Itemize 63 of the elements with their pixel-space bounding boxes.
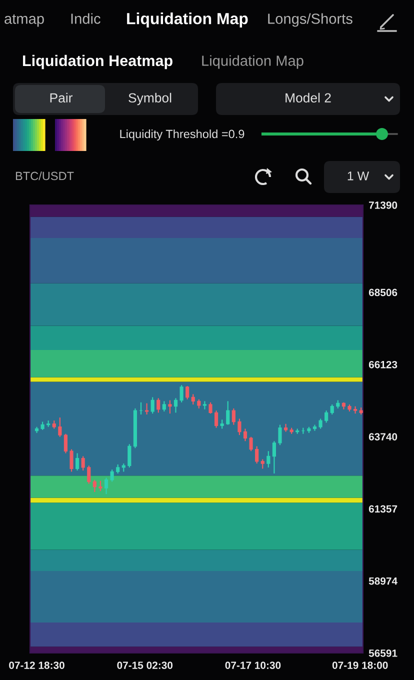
text: Liquidity Threshold =0.9 — [120, 130, 244, 140]
candlestick — [238, 418, 242, 436]
candlestick — [197, 398, 201, 409]
x-tick-label: 07-15 02:30 — [117, 662, 173, 669]
candlestick — [81, 456, 85, 472]
candlestick — [232, 408, 236, 426]
y-tick-label: 58974 — [368, 577, 398, 585]
text: Symbol — [128, 92, 172, 106]
y-tick-label: 61357 — [368, 505, 398, 513]
chart-title: Liquidation Heatmap — [23, 54, 172, 70]
candlestick — [249, 436, 253, 452]
candlestick — [208, 402, 212, 414]
x-tick-label: 07-12 18:30 — [9, 662, 64, 669]
text: Liquidation Map — [127, 12, 248, 28]
candlestick — [64, 433, 68, 454]
candlestick — [330, 404, 334, 416]
text: Indic — [71, 13, 100, 24]
candlestick — [266, 450, 270, 468]
candlestick — [174, 398, 178, 414]
candlestick — [162, 400, 166, 412]
text: Longs/Shorts — [268, 13, 352, 27]
candlestick — [70, 448, 74, 472]
text: atmap — [4, 14, 44, 27]
candlestick — [92, 479, 96, 493]
candlestick — [243, 428, 248, 442]
text: Liquidation Map — [202, 55, 304, 69]
candlestick — [156, 398, 160, 414]
text: Pair — [50, 92, 73, 103]
candlestick — [260, 458, 264, 470]
candlestick — [98, 480, 102, 492]
text: Model 2 — [286, 92, 331, 103]
candlestick — [76, 452, 80, 472]
y-tick-label: 71390 — [369, 202, 398, 209]
candlestick — [110, 469, 114, 482]
candlestick — [104, 477, 108, 495]
candlestick — [180, 384, 184, 403]
candlestick — [186, 385, 190, 400]
candlestick — [255, 446, 259, 464]
candlestick — [191, 394, 195, 406]
x-tick-label: 07-19 18:00 — [332, 662, 388, 669]
y-tick-label: 68506 — [368, 288, 398, 296]
text: BTC/USDT — [16, 171, 74, 180]
candlestick — [324, 410, 328, 424]
candlestick — [318, 418, 322, 430]
candlestick — [116, 464, 120, 474]
candlestick — [278, 424, 282, 446]
y-tick-label: 56591 — [368, 650, 398, 657]
text: 1 W — [348, 172, 370, 180]
y-tick-label: 66123 — [368, 360, 398, 368]
x-tick-label: 07-17 10:30 — [225, 662, 281, 669]
candlestick — [150, 396, 154, 414]
candlestick — [226, 400, 230, 426]
candlestick — [87, 465, 91, 484]
candlestick — [58, 416, 62, 438]
candlestick — [214, 410, 218, 428]
candlestick — [272, 440, 276, 474]
candlestick — [202, 400, 206, 410]
candlestick — [168, 400, 172, 414]
candlestick — [220, 419, 224, 430]
candlestick — [128, 444, 132, 468]
y-tick-label: 63740 — [368, 433, 398, 440]
candlestick — [353, 406, 358, 414]
candlestick — [144, 402, 149, 416]
